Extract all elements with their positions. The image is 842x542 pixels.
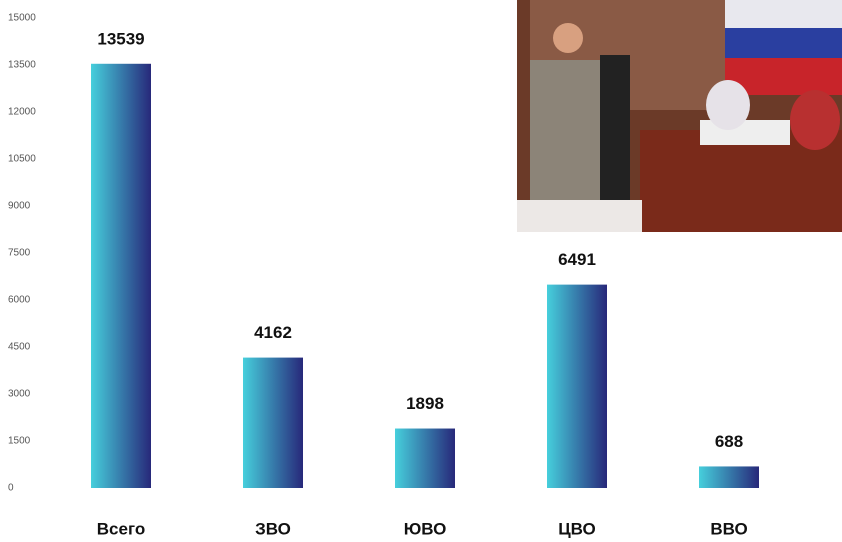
- y-tick-label: 15000: [8, 13, 36, 24]
- x-tick-label: ЗВО: [255, 519, 291, 538]
- value-label: 688: [715, 432, 743, 451]
- bar: [395, 428, 455, 488]
- x-tick-label: ЦВО: [558, 519, 596, 538]
- y-tick-label: 3000: [8, 389, 31, 400]
- y-tick-label: 9000: [8, 201, 31, 212]
- y-tick-label: 10500: [8, 154, 36, 165]
- value-label: 6491: [558, 250, 596, 269]
- bar: [91, 63, 151, 488]
- x-tick-label: ВВО: [710, 519, 747, 538]
- y-tick-label: 1500: [8, 436, 31, 447]
- y-tick-label: 7500: [8, 248, 31, 259]
- y-tick-label: 4500: [8, 342, 31, 353]
- y-tick-label: 13500: [8, 60, 36, 71]
- photo: [517, 0, 842, 232]
- bar: [699, 466, 759, 488]
- x-tick-label: ЮВО: [404, 519, 447, 538]
- bar: [547, 284, 607, 488]
- y-tick-label: 0: [8, 483, 14, 494]
- x-tick-label: Всего: [97, 519, 145, 538]
- y-tick-label: 6000: [8, 295, 31, 306]
- value-label: 13539: [97, 29, 144, 48]
- y-tick-label: 12000: [8, 107, 36, 118]
- bar: [243, 357, 303, 488]
- value-label: 1898: [406, 394, 444, 413]
- value-label: 4162: [254, 323, 292, 342]
